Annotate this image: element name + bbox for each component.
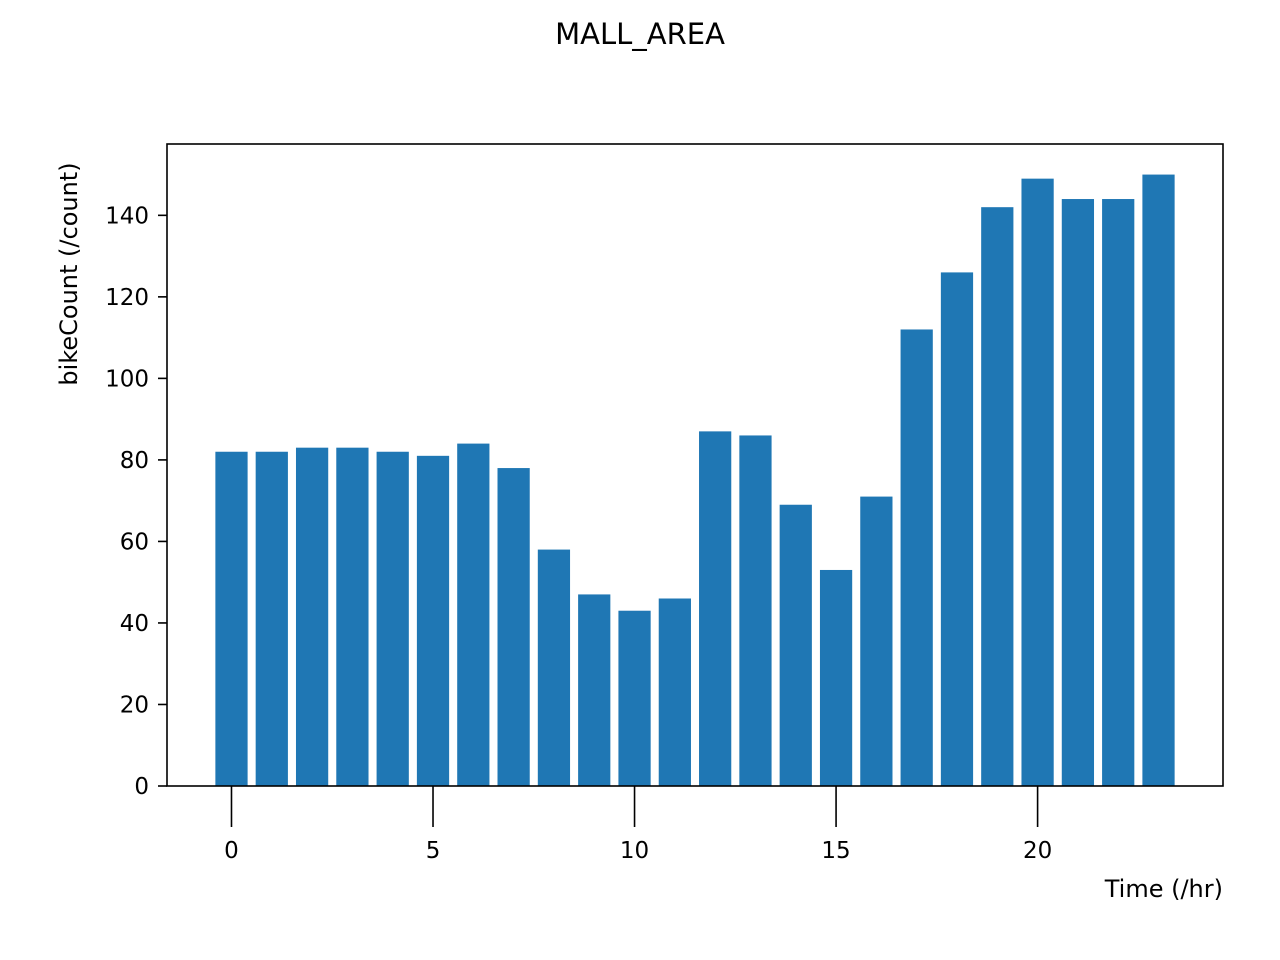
y-tick-label: 40 — [120, 611, 149, 637]
bar-9 — [578, 594, 611, 786]
y-tick-label: 60 — [120, 529, 149, 555]
x-tick-label: 15 — [821, 838, 850, 864]
x-axis-label: Time (/hr) — [1104, 875, 1223, 903]
bar-17 — [900, 329, 933, 786]
x-tick-label: 20 — [1023, 838, 1052, 864]
x-axis: 0 5 10 15 20 — [224, 786, 1052, 864]
x-tick-label: 10 — [620, 838, 649, 864]
y-tick-label: 20 — [120, 692, 149, 718]
bar-0 — [215, 451, 248, 786]
bar-20 — [1021, 178, 1054, 786]
y-tick-label: 120 — [105, 285, 149, 311]
bar-11 — [658, 598, 691, 786]
bar-16 — [860, 496, 893, 786]
bar-12 — [699, 431, 732, 786]
y-axis-label: bikeCount (/count) — [55, 162, 83, 385]
x-tick-label: 5 — [426, 838, 441, 864]
bar-10 — [618, 610, 651, 786]
bar-14 — [779, 504, 812, 786]
bar-series — [215, 174, 1175, 786]
bar-1 — [255, 451, 288, 786]
bar-2 — [295, 447, 329, 786]
bar-6 — [457, 443, 490, 786]
plot-area-frame — [166, 143, 1224, 787]
bar-8 — [537, 549, 571, 786]
bar-7 — [497, 468, 530, 786]
bar-22 — [1102, 199, 1135, 786]
bar-13 — [739, 435, 772, 786]
y-tick-label: 80 — [120, 448, 149, 474]
bar-19 — [981, 207, 1014, 786]
x-tick-label: 0 — [224, 838, 239, 864]
bar-21 — [1061, 199, 1095, 786]
y-tick-label: 100 — [105, 366, 149, 392]
bar-15 — [819, 569, 853, 786]
y-axis: 0 20 40 60 80 100 120 140 — [105, 203, 167, 800]
bar-4 — [376, 451, 409, 786]
chart-title: MALL_AREA — [555, 17, 725, 51]
bar-3 — [336, 447, 369, 786]
y-tick-label: 0 — [134, 774, 149, 800]
bar-23 — [1142, 174, 1175, 786]
y-tick-label: 140 — [105, 203, 149, 229]
bar-18 — [940, 272, 974, 786]
bar-5 — [416, 455, 450, 786]
